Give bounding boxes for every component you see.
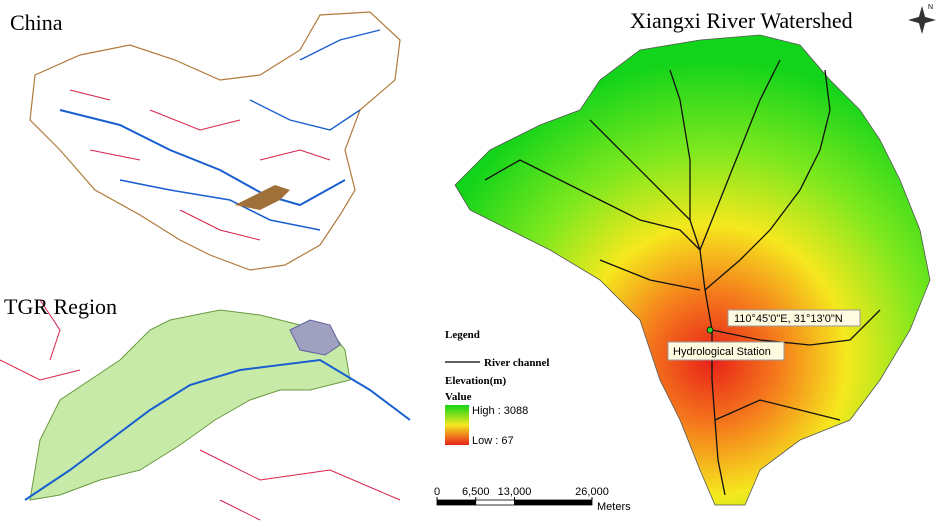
coord-box: [727, 309, 861, 327]
xiangxi-area: [289, 319, 341, 356]
scale-unit: Meters: [597, 501, 631, 513]
panel-title: TGR Region: [4, 294, 117, 319]
river: [0, 299, 401, 521]
watershed-map: 110°45'0"E, 31°13'0"N Hydrological Stati…: [434, 4, 936, 513]
compass: [908, 6, 936, 34]
station-label: Hydrological Station: [673, 346, 771, 358]
river-channel: [599, 259, 881, 421]
scale-segment: [514, 499, 593, 506]
legend: Legend River channel Elevation(m) Value …: [445, 329, 550, 447]
river-channel: [704, 69, 831, 291]
legend-title: Legend: [445, 329, 480, 341]
river-channel: [484, 159, 701, 251]
river: [249, 29, 381, 131]
north-arrow: N: [908, 4, 936, 34]
china-map: China: [10, 10, 401, 271]
river-channel: [669, 69, 691, 220]
river: [24, 358, 411, 501]
scale-label: 13,000: [498, 486, 532, 498]
elevation-raster: [454, 34, 931, 506]
river: [59, 109, 346, 207]
station-box: [667, 341, 785, 361]
station-coordinates: 110°45'0"E, 31°13'0"N: [734, 313, 843, 325]
panel-title: Xiangxi River Watershed: [630, 8, 853, 33]
scale-label: 26,000: [575, 486, 609, 498]
legend-value: Value: [445, 391, 472, 403]
legend-high: High : 3088: [472, 405, 528, 417]
tgr-map: TGR Region: [0, 294, 411, 521]
tgr-highlight: [235, 185, 290, 210]
river: [69, 89, 331, 241]
station-marker: [706, 326, 714, 334]
china-outline: [29, 11, 401, 271]
scale-label: 6,500: [462, 486, 490, 498]
river: [119, 179, 321, 231]
scale-bar: 0 6,500 13,000 26,000 Meters: [434, 486, 631, 513]
legend-low: Low : 67: [472, 435, 514, 447]
legend-river: River channel: [484, 357, 550, 369]
legend-elevation: Elevation(m): [445, 375, 506, 387]
panel-title: China: [10, 10, 63, 35]
scale-segment: [475, 499, 515, 506]
scale-label: 0: [434, 486, 440, 498]
tgr-area: [29, 309, 351, 501]
river-network: [484, 59, 881, 496]
scale-segment: [436, 499, 477, 506]
river-channel: [699, 59, 781, 251]
north-label: N: [928, 4, 933, 11]
legend-ramp: [445, 405, 469, 445]
